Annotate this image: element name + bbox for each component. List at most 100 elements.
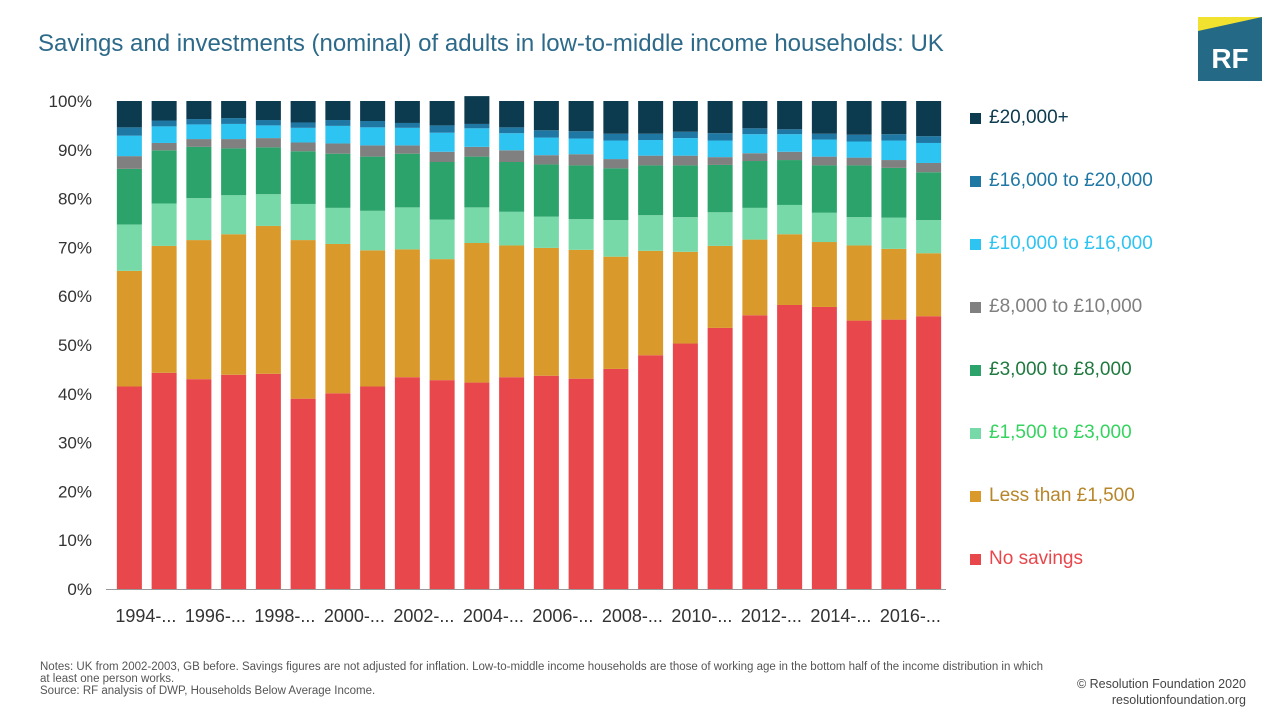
bar-segment bbox=[672, 131, 698, 139]
bar-segment bbox=[429, 380, 455, 589]
bar-segment bbox=[533, 247, 559, 376]
bar-segment bbox=[360, 210, 386, 251]
bar-segment bbox=[881, 101, 907, 135]
rf-logo: RF bbox=[1198, 17, 1262, 81]
bar-segment bbox=[290, 151, 316, 204]
bar-segment bbox=[325, 143, 351, 154]
bar-segment bbox=[360, 250, 386, 387]
y-tick-label: 100% bbox=[49, 92, 92, 111]
bar-segment bbox=[777, 129, 803, 135]
legend-label: £10,000 to £16,000 bbox=[989, 233, 1153, 254]
bar-segment bbox=[151, 126, 177, 143]
bar-segment bbox=[846, 217, 872, 246]
bar-segment bbox=[568, 219, 594, 250]
bar-segment bbox=[846, 245, 872, 321]
bar-segment bbox=[568, 154, 594, 166]
y-tick-label: 60% bbox=[58, 287, 92, 306]
bar-segment bbox=[672, 138, 698, 156]
bar-segment bbox=[777, 101, 803, 130]
y-tick-label: 90% bbox=[58, 141, 92, 160]
bar-segment bbox=[777, 160, 803, 205]
bar-segment bbox=[603, 368, 629, 589]
bar-segment bbox=[638, 355, 664, 589]
bar-segment bbox=[603, 159, 629, 169]
stacked-bar-chart: 0% 10% 20% 30% 40% 50% 60% 70% 80% 90% 100% 1994-..… bbox=[49, 92, 946, 626]
bar-segment bbox=[221, 234, 247, 375]
x-tick-label: 2002-... bbox=[393, 606, 454, 626]
bar-segment bbox=[360, 145, 386, 157]
bar-segment bbox=[360, 121, 386, 128]
bar-segment bbox=[464, 156, 490, 208]
bar-segment bbox=[464, 207, 490, 244]
bar-segment bbox=[499, 211, 525, 246]
bar-segment bbox=[916, 316, 942, 589]
bar-segment bbox=[221, 148, 247, 196]
bar-segment bbox=[186, 119, 212, 125]
bar-segment bbox=[846, 320, 872, 589]
bar-segment bbox=[707, 157, 733, 165]
bar-segment bbox=[499, 133, 525, 151]
bar-segment bbox=[499, 377, 525, 589]
bar-segment bbox=[360, 386, 386, 589]
bar-segment bbox=[568, 138, 594, 155]
bar-segment bbox=[429, 259, 455, 381]
bar-segment bbox=[255, 138, 281, 148]
bar-segment bbox=[116, 127, 142, 136]
legend-swatch bbox=[970, 301, 981, 313]
bar-segment bbox=[638, 101, 664, 134]
bar-segment bbox=[255, 373, 281, 589]
logo-accent-shape bbox=[1198, 17, 1262, 31]
bar-segment bbox=[255, 101, 281, 121]
bar-segment bbox=[533, 155, 559, 165]
x-tick-label: 2010-... bbox=[671, 606, 732, 626]
bar-segment bbox=[811, 156, 837, 166]
bar-segment bbox=[151, 245, 177, 373]
bar-segment bbox=[603, 140, 629, 160]
bar-segment bbox=[186, 139, 212, 147]
bar-segment bbox=[846, 101, 872, 135]
bar-segment bbox=[116, 168, 142, 225]
copyright-text: © Resolution Foundation 2020 bbox=[1076, 677, 1246, 691]
legend-item: No savings bbox=[970, 546, 1083, 572]
legend-item: £1,500 to £3,000 bbox=[970, 420, 1132, 446]
bar-segment bbox=[811, 242, 837, 307]
bar-segment bbox=[777, 234, 803, 305]
bar-segment bbox=[916, 101, 942, 137]
bar-segment bbox=[116, 270, 142, 387]
bar-segment bbox=[707, 164, 733, 213]
bar-segment bbox=[290, 240, 316, 399]
bar-segment bbox=[533, 101, 559, 131]
bar-segment bbox=[672, 165, 698, 218]
y-tick-label: 0% bbox=[67, 580, 92, 599]
bar-segment bbox=[568, 378, 594, 589]
legend-label: No savings bbox=[989, 548, 1083, 569]
bar-segment bbox=[707, 133, 733, 141]
bar-segment bbox=[325, 153, 351, 208]
bar-segment bbox=[638, 140, 664, 156]
bar-segment bbox=[742, 134, 768, 154]
y-tick-label: 20% bbox=[58, 482, 92, 501]
bar-segment bbox=[881, 140, 907, 161]
bar-segment bbox=[846, 165, 872, 218]
bar-segment bbox=[360, 156, 386, 211]
bar-segment bbox=[186, 240, 212, 380]
y-tick-label: 50% bbox=[58, 336, 92, 355]
bar-segment bbox=[777, 304, 803, 589]
bar-segment bbox=[533, 216, 559, 248]
bar-segment bbox=[742, 207, 768, 240]
bar-segment bbox=[638, 250, 664, 356]
bar-segment bbox=[881, 160, 907, 168]
legend-label: Less than £1,500 bbox=[989, 485, 1135, 506]
bar-segment bbox=[742, 153, 768, 162]
bar-segment bbox=[707, 101, 733, 134]
bar-segment bbox=[429, 219, 455, 260]
bar-segment bbox=[742, 161, 768, 208]
bar-segment bbox=[186, 124, 212, 140]
bar-segment bbox=[916, 172, 942, 221]
y-tick-label: 80% bbox=[58, 190, 92, 209]
bar-segment bbox=[811, 212, 837, 243]
bar-segment bbox=[707, 140, 733, 158]
bar-segment bbox=[255, 225, 281, 374]
legend-label: £1,500 to £3,000 bbox=[989, 422, 1132, 443]
legend-item: Less than £1,500 bbox=[970, 483, 1135, 509]
